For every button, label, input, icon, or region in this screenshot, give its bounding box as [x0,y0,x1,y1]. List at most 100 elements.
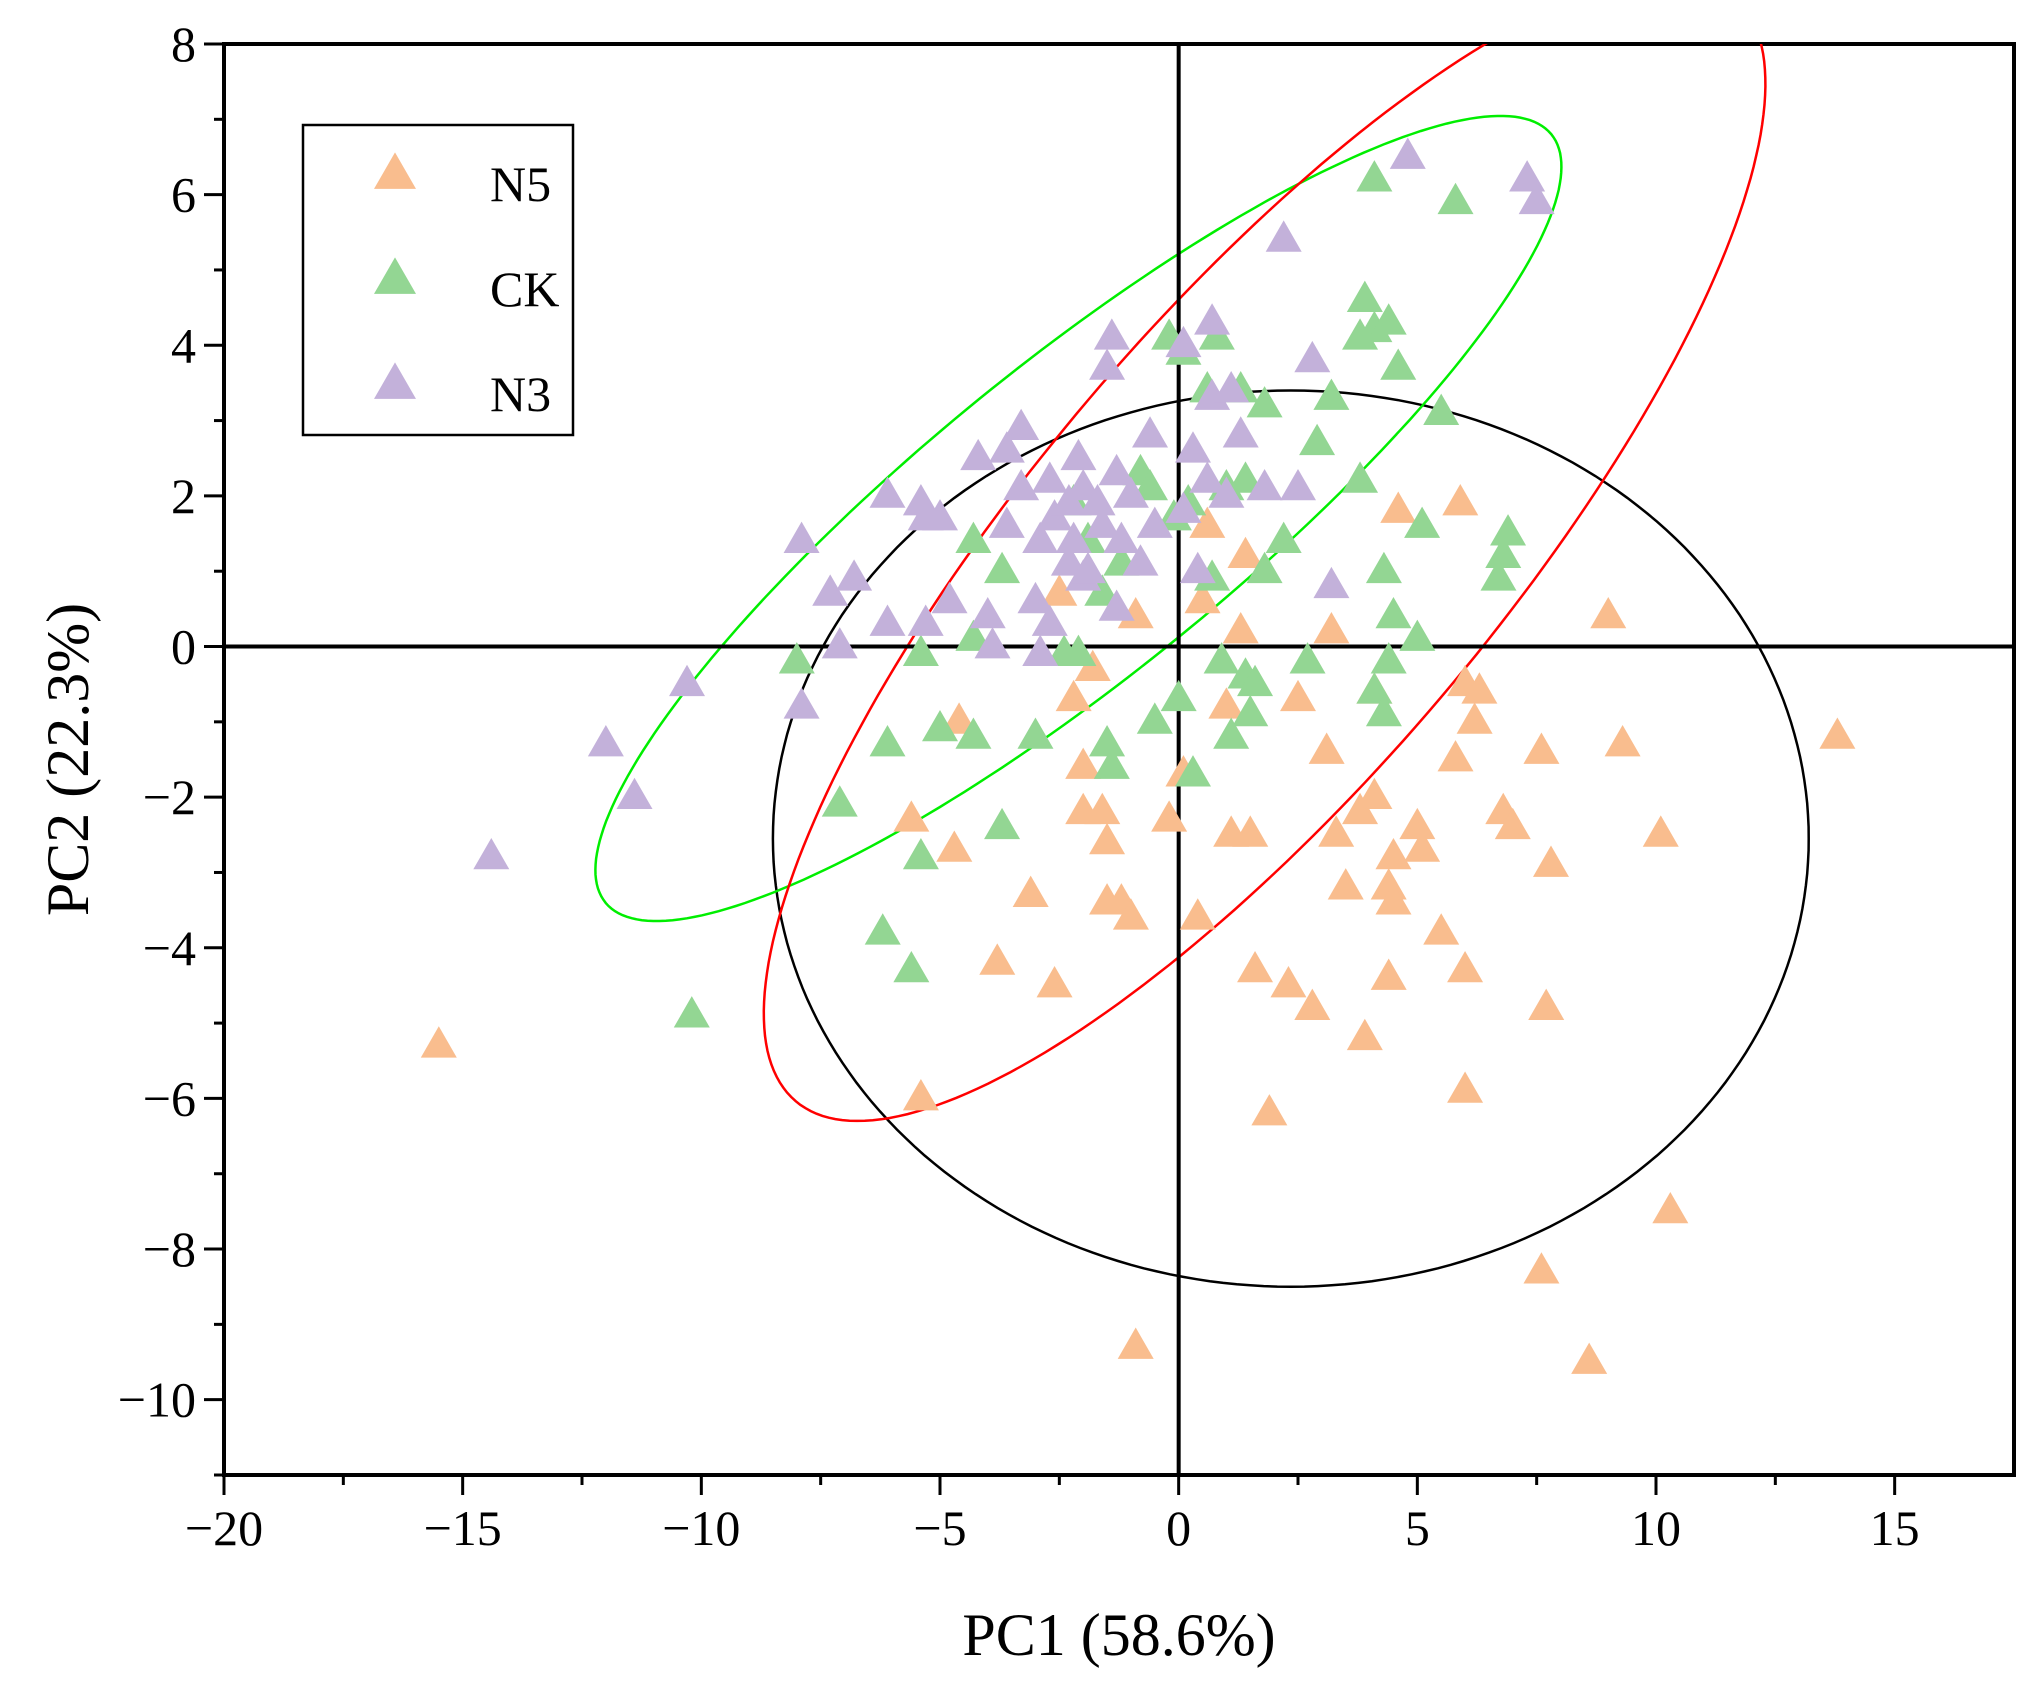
point-ck [1356,160,1393,192]
point-n5 [1313,612,1350,644]
x-tick-label: −10 [662,1500,740,1556]
point-n5 [1327,868,1364,900]
y-tick-label: 0 [171,619,196,675]
point-n3 [1017,581,1054,614]
point-n3 [1098,589,1135,621]
point-n3 [1213,371,1250,403]
data-points [420,137,1856,1374]
point-ck [1174,755,1211,787]
point-n5 [1652,1191,1689,1224]
point-n3 [931,581,968,614]
point-n5 [1237,950,1274,983]
point-n3 [1294,340,1331,373]
point-n5 [1189,506,1226,538]
point-n5 [1179,898,1216,930]
ellipse-n5 [771,389,1810,1288]
x-tick-label: −20 [185,1500,263,1556]
x-tick-label: 5 [1405,1500,1430,1556]
point-n5 [1084,792,1121,825]
point-n3 [974,627,1011,659]
point-n3 [1246,468,1283,501]
point-ck [778,642,815,674]
x-axis-ticks: −20 −15 −10 −5 0 5 10 15 [185,1475,1920,1556]
y-tick-label: −2 [143,769,196,825]
point-n5 [1604,725,1641,757]
point-n5 [1404,830,1441,862]
point-n5 [1089,822,1126,855]
point-ck [1313,378,1350,410]
point-ck [1246,386,1283,418]
point-n5 [1251,1094,1288,1126]
point-ck [869,725,906,757]
point-ck [1265,521,1302,553]
point-n5 [1318,815,1355,847]
point-ck [1356,672,1393,704]
point-n3 [1280,468,1316,501]
point-n5 [1036,966,1073,998]
point-n5 [1294,988,1331,1020]
point-n3 [969,596,1006,629]
point-n5 [1447,950,1484,983]
point-ck [922,709,958,742]
point-n5 [1184,581,1221,614]
x-tick-label: 15 [1870,1500,1920,1556]
point-n5 [1423,913,1460,945]
y-tick-label: 2 [171,468,196,524]
point-ck [955,521,992,553]
point-n3 [1022,521,1059,553]
point-n5 [1571,1342,1608,1374]
point-n3 [1179,551,1216,584]
point-n3 [1122,544,1159,576]
point-n3 [587,725,624,757]
point-n3 [1136,506,1173,538]
point-n3 [907,604,944,636]
point-ck [1203,642,1240,674]
point-n3 [1103,521,1140,553]
point-n5 [1222,612,1259,644]
point-n5 [1494,807,1531,840]
y-tick-label: −10 [118,1372,196,1428]
point-n3 [616,777,653,810]
y-tick-label: 4 [171,317,196,373]
point-ck [1132,468,1169,501]
point-ck [1423,393,1460,425]
point-n3 [1003,408,1040,441]
y-tick-label: −8 [143,1221,196,1277]
point-ck [1404,506,1441,538]
point-ck [955,619,992,651]
point-n5 [1308,732,1345,764]
point-n3 [1069,551,1106,584]
point-n3 [869,604,906,636]
ellipse-n3 [762,44,1767,1123]
point-n3 [473,837,510,870]
point-n5 [420,1026,457,1058]
point-n5 [1375,883,1412,915]
point-ck [1342,461,1379,493]
point-ck [1017,717,1054,749]
point-n3 [1313,566,1350,599]
point-n3 [1265,220,1302,252]
point-ck [1480,559,1517,591]
point-n3 [1060,438,1097,471]
x-tick-label: 10 [1631,1500,1681,1556]
y-tick-label: 6 [171,167,196,223]
point-n5 [1523,732,1560,764]
point-n5 [1055,679,1092,712]
point-ck [1375,596,1412,629]
x-axis-title: PC1 (58.6%) [962,1602,1275,1668]
point-n5 [1232,815,1269,847]
point-n3 [1031,604,1068,636]
point-ck [1490,514,1527,546]
x-tick-label: −15 [424,1500,502,1556]
point-ck [1365,551,1402,584]
legend: N5 CK N3 [301,123,575,437]
point-ck [1370,642,1407,674]
point-n5 [1399,807,1436,840]
point-n3 [1112,476,1149,508]
point-n3 [1165,325,1202,358]
point-n5 [1356,777,1393,810]
point-n5 [1447,1071,1484,1103]
y-tick-label: 8 [171,16,196,72]
point-ck [893,950,930,983]
